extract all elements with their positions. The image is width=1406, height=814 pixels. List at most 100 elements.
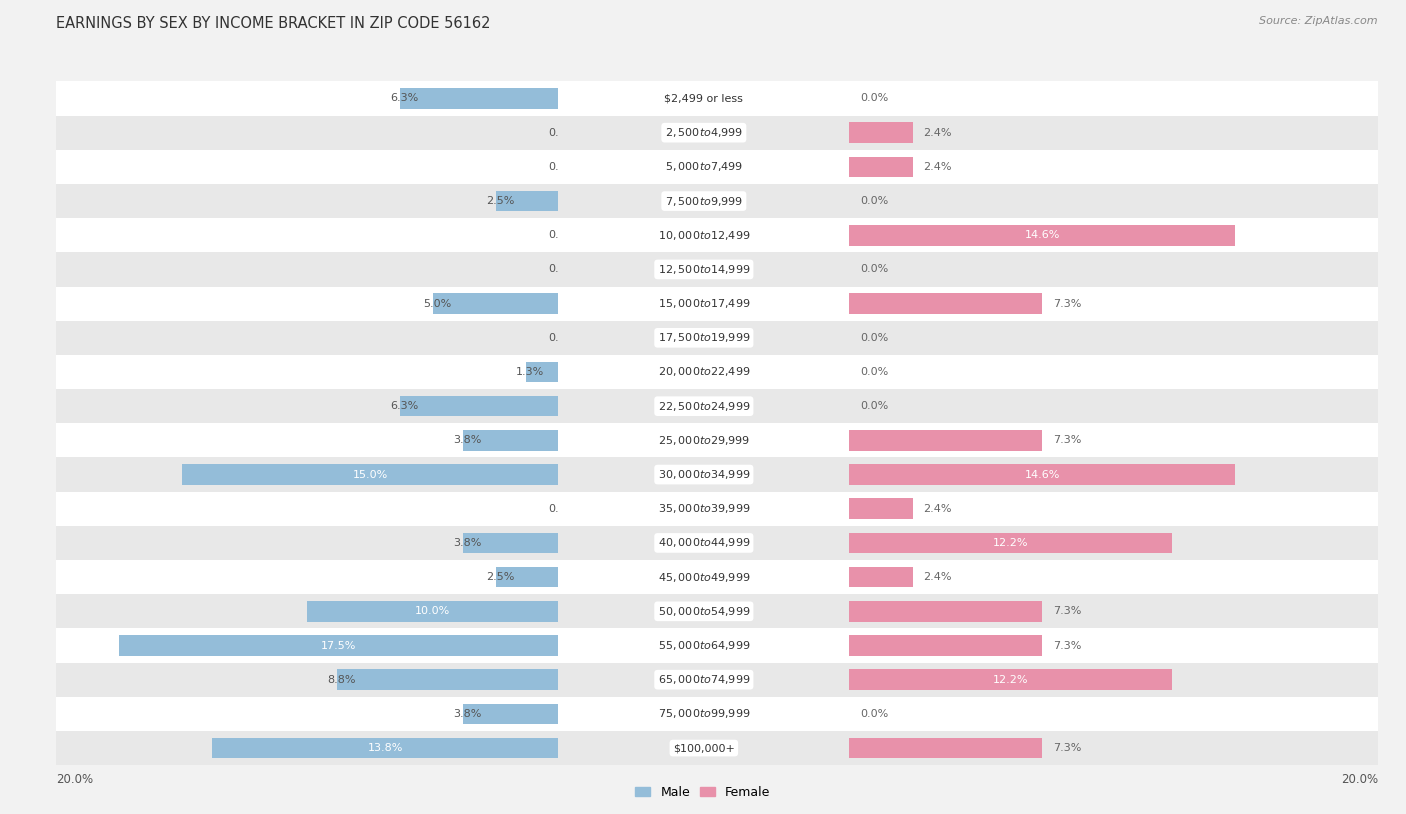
Bar: [526, 361, 558, 383]
Bar: [849, 287, 1378, 321]
Bar: [56, 697, 558, 731]
Bar: [849, 184, 1378, 218]
Bar: [849, 252, 1378, 287]
Bar: [56, 287, 558, 321]
Text: 6.3%: 6.3%: [391, 401, 419, 411]
Legend: Male, Female: Male, Female: [630, 781, 776, 803]
Bar: [849, 498, 912, 519]
Text: $22,500 to $24,999: $22,500 to $24,999: [658, 400, 749, 413]
Bar: [212, 737, 558, 759]
Text: 0.0%: 0.0%: [860, 265, 889, 274]
Bar: [849, 122, 912, 143]
Text: 2.4%: 2.4%: [924, 572, 952, 582]
Bar: [56, 731, 558, 765]
Text: 0.0%: 0.0%: [860, 709, 889, 719]
Bar: [56, 252, 558, 287]
Text: $55,000 to $64,999: $55,000 to $64,999: [658, 639, 749, 652]
Bar: [849, 218, 1378, 252]
Bar: [849, 321, 1378, 355]
Bar: [849, 116, 1378, 150]
Bar: [558, 423, 849, 457]
Bar: [849, 430, 1042, 451]
Bar: [558, 252, 849, 287]
Bar: [849, 669, 1171, 690]
Bar: [120, 635, 558, 656]
Text: 0.0%: 0.0%: [548, 265, 576, 274]
Text: 5.0%: 5.0%: [423, 299, 451, 309]
Bar: [558, 355, 849, 389]
Text: 0.0%: 0.0%: [548, 128, 576, 138]
Bar: [56, 218, 558, 252]
Bar: [401, 88, 558, 109]
Bar: [849, 731, 1378, 765]
Text: $75,000 to $99,999: $75,000 to $99,999: [658, 707, 749, 720]
Bar: [56, 150, 558, 184]
Bar: [849, 594, 1378, 628]
Bar: [849, 423, 1378, 457]
Bar: [849, 492, 1378, 526]
Text: $2,500 to $4,999: $2,500 to $4,999: [665, 126, 742, 139]
Bar: [558, 697, 849, 731]
Text: $40,000 to $44,999: $40,000 to $44,999: [658, 536, 749, 549]
Bar: [849, 567, 912, 588]
Text: $10,000 to $12,499: $10,000 to $12,499: [658, 229, 749, 242]
Bar: [849, 532, 1171, 554]
Text: $12,500 to $14,999: $12,500 to $14,999: [658, 263, 749, 276]
Bar: [849, 635, 1042, 656]
Text: 2.4%: 2.4%: [924, 504, 952, 514]
Text: 2.4%: 2.4%: [924, 162, 952, 172]
Bar: [558, 287, 849, 321]
Bar: [56, 116, 558, 150]
Text: 0.0%: 0.0%: [860, 94, 889, 103]
Text: $65,000 to $74,999: $65,000 to $74,999: [658, 673, 749, 686]
Bar: [558, 218, 849, 252]
Bar: [849, 560, 1378, 594]
Text: $35,000 to $39,999: $35,000 to $39,999: [658, 502, 749, 515]
Text: $30,000 to $34,999: $30,000 to $34,999: [658, 468, 749, 481]
Text: EARNINGS BY SEX BY INCOME BRACKET IN ZIP CODE 56162: EARNINGS BY SEX BY INCOME BRACKET IN ZIP…: [56, 16, 491, 31]
Bar: [463, 430, 558, 451]
Text: 3.8%: 3.8%: [453, 435, 481, 445]
Text: $100,000+: $100,000+: [673, 743, 735, 753]
Bar: [56, 492, 558, 526]
Bar: [56, 355, 558, 389]
Text: $45,000 to $49,999: $45,000 to $49,999: [658, 571, 749, 584]
Text: 2.4%: 2.4%: [924, 128, 952, 138]
Bar: [849, 737, 1042, 759]
Bar: [849, 457, 1378, 492]
Text: 10.0%: 10.0%: [415, 606, 450, 616]
Text: 7.3%: 7.3%: [1053, 743, 1081, 753]
Bar: [558, 560, 849, 594]
Text: 2.5%: 2.5%: [485, 196, 515, 206]
Bar: [849, 601, 1042, 622]
Bar: [558, 150, 849, 184]
Bar: [56, 560, 558, 594]
Text: 0.0%: 0.0%: [548, 162, 576, 172]
Bar: [56, 663, 558, 697]
Bar: [558, 457, 849, 492]
Text: 0.0%: 0.0%: [548, 504, 576, 514]
Bar: [849, 355, 1378, 389]
Text: 17.5%: 17.5%: [321, 641, 357, 650]
Text: 7.3%: 7.3%: [1053, 435, 1081, 445]
Bar: [849, 464, 1234, 485]
Text: 14.6%: 14.6%: [1025, 470, 1060, 479]
Bar: [558, 116, 849, 150]
Bar: [849, 663, 1378, 697]
Text: $15,000 to $17,499: $15,000 to $17,499: [658, 297, 749, 310]
Bar: [849, 293, 1042, 314]
Text: Source: ZipAtlas.com: Source: ZipAtlas.com: [1260, 16, 1378, 26]
Text: 20.0%: 20.0%: [1341, 773, 1378, 786]
Text: 0.0%: 0.0%: [860, 367, 889, 377]
Bar: [56, 457, 558, 492]
Text: 12.2%: 12.2%: [993, 538, 1028, 548]
Text: $25,000 to $29,999: $25,000 to $29,999: [658, 434, 749, 447]
Text: 0.0%: 0.0%: [860, 196, 889, 206]
Bar: [337, 669, 558, 690]
Text: 7.3%: 7.3%: [1053, 299, 1081, 309]
Text: 0.0%: 0.0%: [548, 333, 576, 343]
Text: $50,000 to $54,999: $50,000 to $54,999: [658, 605, 749, 618]
Bar: [558, 594, 849, 628]
Bar: [849, 526, 1378, 560]
Bar: [558, 663, 849, 697]
